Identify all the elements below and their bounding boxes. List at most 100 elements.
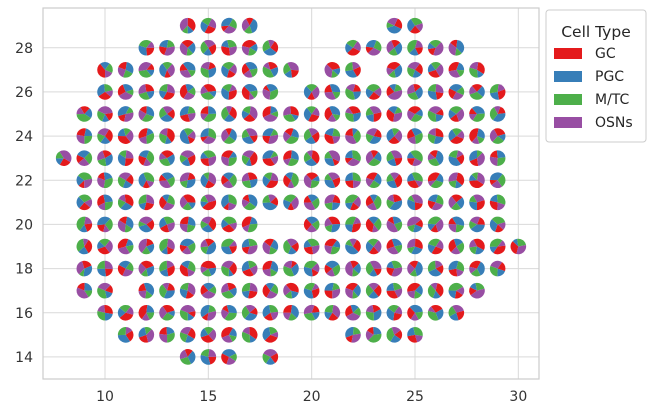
legend-title: Cell Type <box>561 23 631 41</box>
pie-slice-gc <box>262 260 273 271</box>
pie-slice-gc <box>429 150 438 159</box>
pie-slice-gc <box>290 106 299 116</box>
pie-slice-gc <box>159 196 167 209</box>
pie-slice-osns <box>200 113 209 121</box>
pie-slice-gc <box>394 18 403 29</box>
pie-slice-osns <box>208 18 217 29</box>
pie-marker <box>200 260 217 277</box>
pie-slice-gc <box>201 312 209 321</box>
pie-slice-pgc <box>353 91 361 100</box>
pie-slice-pgc <box>103 194 113 203</box>
pie-slice-osns <box>351 333 361 343</box>
pie-slice-osns <box>97 128 109 137</box>
pie-marker <box>179 150 196 166</box>
pie-slice-pgc <box>146 90 155 99</box>
pie-slice-mtc <box>407 195 415 203</box>
pie-slice-mtc <box>477 150 483 159</box>
x-tick-label: 25 <box>406 389 424 405</box>
pie-slice-osns <box>117 220 126 233</box>
x-tick-label: 30 <box>509 389 527 405</box>
pie-marker <box>97 304 113 321</box>
pie-slice-gc <box>105 285 113 294</box>
pie-slice-mtc <box>368 333 382 343</box>
pie-slice-osns <box>283 158 291 166</box>
pie-slice-osns <box>469 239 477 248</box>
pie-slice-osns <box>332 136 341 144</box>
pie-slice-gc <box>435 128 444 138</box>
pie-marker <box>345 238 361 255</box>
pie-slice-pgc <box>83 265 93 277</box>
pie-slice-pgc <box>161 172 174 181</box>
pie-slice-gc <box>79 202 91 211</box>
pie-slice-pgc <box>249 334 257 343</box>
pie-slice-gc <box>324 133 335 144</box>
pie-slice-pgc <box>373 327 382 335</box>
pie-slice-pgc <box>201 224 214 233</box>
pie-slice-osns <box>311 283 319 291</box>
pie-slice-mtc <box>117 198 126 209</box>
pie-slice-pgc <box>284 69 292 78</box>
pie-slice-osns <box>103 224 110 233</box>
pie-slice-osns <box>187 282 196 296</box>
pie-marker <box>159 172 175 189</box>
pie-slice-gc <box>77 282 85 291</box>
pie-marker <box>283 238 299 255</box>
pie-slice-mtc <box>270 129 279 137</box>
pie-slice-mtc <box>310 180 320 189</box>
pie-slice-osns <box>204 39 216 48</box>
pie-slice-osns <box>411 194 423 204</box>
pie-slice-mtc <box>475 282 485 291</box>
pie-slice-gc <box>407 180 419 189</box>
pie-slice-mtc <box>167 176 175 187</box>
pie-marker <box>179 327 196 343</box>
pie-slice-mtc <box>208 305 216 313</box>
pie-slice-gc <box>78 180 85 189</box>
pie-slice-mtc <box>332 114 341 121</box>
pie-slice-osns <box>200 239 209 248</box>
pie-marker <box>117 150 134 166</box>
pie-marker <box>386 282 403 299</box>
pie-slice-gc <box>287 202 295 211</box>
pie-slice-mtc <box>143 172 155 183</box>
pie-slice-mtc <box>429 39 442 48</box>
pie-slice-pgc <box>84 128 93 137</box>
pie-slice-gc <box>413 84 421 92</box>
pie-slice-mtc <box>141 268 148 277</box>
pie-slice-gc <box>394 174 403 188</box>
pie-slice-pgc <box>167 154 175 166</box>
pie-slice-mtc <box>283 62 291 75</box>
pie-slice-gc <box>142 180 150 189</box>
pie-slice-osns <box>249 265 258 276</box>
pie-marker <box>55 150 72 166</box>
pie-slice-osns <box>373 240 382 253</box>
pie-slice-osns <box>179 17 188 32</box>
pie-slice-pgc <box>146 265 155 277</box>
pie-slice-pgc <box>386 128 395 142</box>
pie-slice-osns <box>138 290 147 299</box>
pie-slice-mtc <box>303 312 316 321</box>
pie-slice-mtc <box>138 39 152 48</box>
pie-slice-mtc <box>497 174 506 187</box>
pie-slice-pgc <box>373 309 382 321</box>
pie-marker <box>489 106 506 122</box>
pie-slice-mtc <box>303 128 312 141</box>
pie-slice-pgc <box>146 69 155 76</box>
pie-slice-mtc <box>496 194 506 205</box>
pie-slice-pgc <box>143 282 155 296</box>
pie-slice-gc <box>187 17 196 31</box>
pie-slice-pgc <box>407 19 415 32</box>
pie-slice-osns <box>141 312 150 321</box>
pie-slice-pgc <box>428 268 442 277</box>
pie-slice-osns <box>167 84 175 94</box>
pie-marker <box>159 84 175 100</box>
pie-marker <box>159 128 175 144</box>
pie-marker <box>407 327 423 343</box>
pie-slice-mtc <box>84 152 93 165</box>
pie-slice-osns <box>243 69 253 78</box>
pie-slice-pgc <box>222 349 237 357</box>
pie-slice-gc <box>222 305 229 313</box>
pie-slice-gc <box>291 69 299 78</box>
pie-slice-mtc <box>200 195 209 203</box>
y-tick-label: 14 <box>15 350 33 366</box>
pie-marker <box>386 172 403 189</box>
